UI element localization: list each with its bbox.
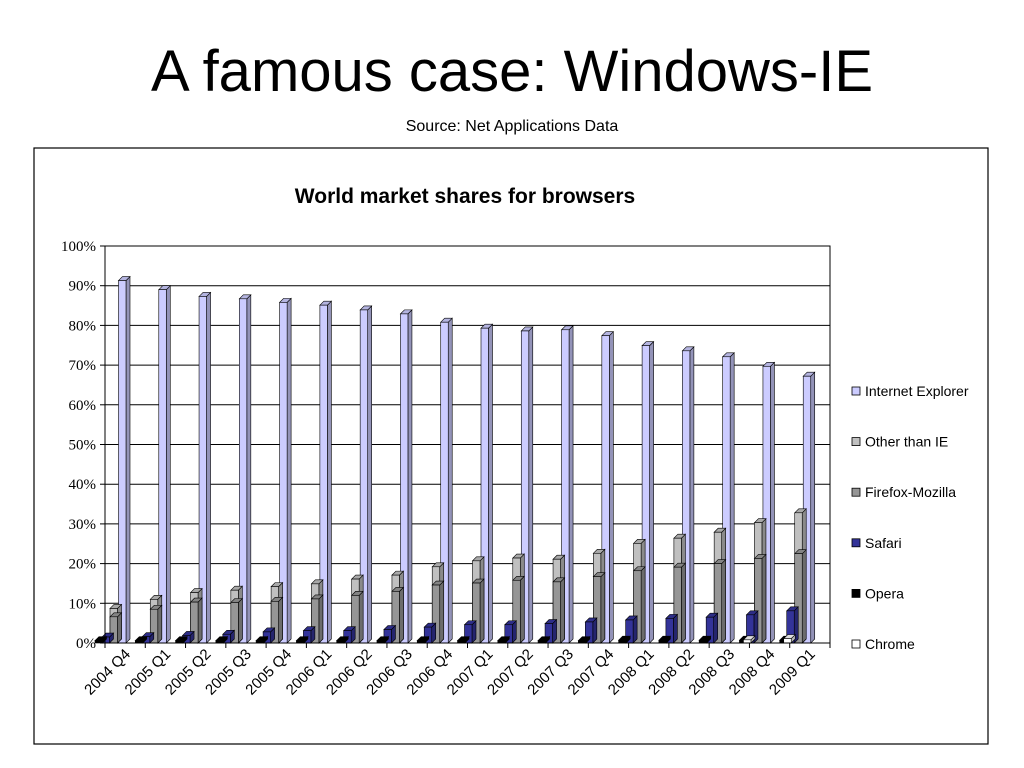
bar-opera — [215, 635, 229, 644]
y-tick-label: 10% — [69, 596, 97, 612]
legend-label: Safari — [865, 535, 902, 551]
bar-opera — [376, 635, 390, 644]
bar-firefox-mozilla — [552, 577, 566, 644]
bar-internet-explorer — [601, 330, 615, 644]
y-tick-label: 50% — [69, 438, 97, 454]
bar-firefox-mozilla — [431, 580, 445, 644]
legend-item: Safari — [851, 535, 902, 551]
legend-label: Chrome — [865, 636, 915, 652]
bar-firefox-mozilla — [350, 590, 364, 644]
legend-item: Opera — [851, 585, 904, 601]
legend-swatch — [851, 386, 861, 396]
bar-internet-explorer — [762, 361, 776, 644]
bar-firefox-mozilla — [512, 575, 526, 644]
bar-firefox-mozilla — [471, 578, 485, 644]
bar-opera — [658, 635, 672, 644]
bar-opera — [537, 635, 551, 644]
legend-swatch — [851, 639, 861, 649]
bar-firefox-mozilla — [230, 597, 244, 644]
bar-firefox-mozilla — [753, 553, 767, 644]
bar-firefox-mozilla — [713, 558, 727, 644]
bar-firefox-mozilla — [592, 571, 606, 644]
bar-internet-explorer — [681, 346, 695, 644]
bar-chrome — [782, 633, 796, 644]
legend-item: Firefox-Mozilla — [851, 484, 956, 500]
legend-item: Chrome — [851, 636, 915, 652]
bar-internet-explorer — [117, 275, 131, 644]
chart-frame — [33, 147, 989, 745]
legend-label: Other than IE — [865, 434, 948, 450]
bar-safari — [463, 620, 477, 644]
bar-firefox-mozilla — [270, 596, 284, 644]
bar-opera — [295, 635, 309, 644]
bar-safari — [785, 606, 799, 644]
bar-internet-explorer — [641, 340, 655, 644]
bar-internet-explorer — [560, 325, 574, 644]
bar-opera — [416, 635, 430, 644]
bar-chrome — [742, 635, 756, 644]
bar-opera — [134, 635, 148, 644]
legend-label: Firefox-Mozilla — [865, 484, 956, 500]
chart-title: World market shares for browsers — [295, 185, 635, 208]
legend-label: Opera — [865, 585, 904, 601]
bar-internet-explorer — [399, 309, 413, 644]
y-tick-label: 0% — [76, 636, 96, 652]
y-tick-label: 80% — [69, 318, 97, 334]
legend-item: Internet Explorer — [851, 383, 969, 399]
legend-swatch — [851, 538, 861, 548]
y-tick-label: 100% — [61, 239, 96, 255]
bar-internet-explorer — [278, 297, 292, 644]
bar-safari — [504, 620, 518, 644]
bar-safari — [665, 613, 679, 644]
bar-internet-explorer — [520, 326, 534, 644]
bar-safari — [584, 617, 598, 644]
legend-swatch — [851, 437, 861, 447]
bar-safari — [544, 618, 558, 644]
y-tick-label: 70% — [69, 358, 97, 374]
bar-firefox-mozilla — [673, 562, 687, 644]
legend-swatch — [851, 589, 861, 598]
slide-subtitle: Source: Net Applications Data — [405, 118, 619, 135]
y-tick-label: 40% — [69, 477, 97, 493]
legend-item: Other than IE — [851, 434, 948, 450]
bar-opera — [94, 635, 108, 644]
y-tick-label: 90% — [69, 279, 97, 295]
bar-opera — [497, 635, 511, 644]
y-tick-label: 30% — [69, 517, 97, 533]
bar-safari — [745, 610, 759, 644]
bar-opera — [456, 635, 470, 644]
bar-firefox-mozilla — [189, 597, 203, 644]
bar-safari — [705, 612, 719, 644]
legend-swatch — [851, 487, 861, 497]
bar-safari — [423, 622, 437, 644]
bar-opera — [617, 635, 631, 644]
bar-opera — [174, 635, 188, 644]
bar-opera — [255, 635, 269, 644]
y-tick-label: 60% — [69, 398, 97, 414]
bar-firefox-mozilla — [109, 612, 123, 644]
bar-internet-explorer — [158, 284, 172, 644]
bar-internet-explorer — [238, 294, 252, 644]
slide-title: A famous case: Windows-IE — [150, 39, 874, 104]
bar-firefox-mozilla — [793, 548, 807, 644]
legend-label: Internet Explorer — [865, 383, 969, 399]
bar-opera — [577, 635, 591, 644]
bar-firefox-mozilla — [149, 604, 163, 644]
y-tick-label: 20% — [69, 557, 97, 573]
legend: Internet Explorer Other than IE Firefox-Mo… — [851, 383, 969, 652]
bar-internet-explorer — [480, 323, 494, 644]
bar-internet-explorer — [721, 352, 735, 644]
bar-internet-explorer — [319, 300, 333, 644]
bar-opera — [698, 635, 712, 644]
